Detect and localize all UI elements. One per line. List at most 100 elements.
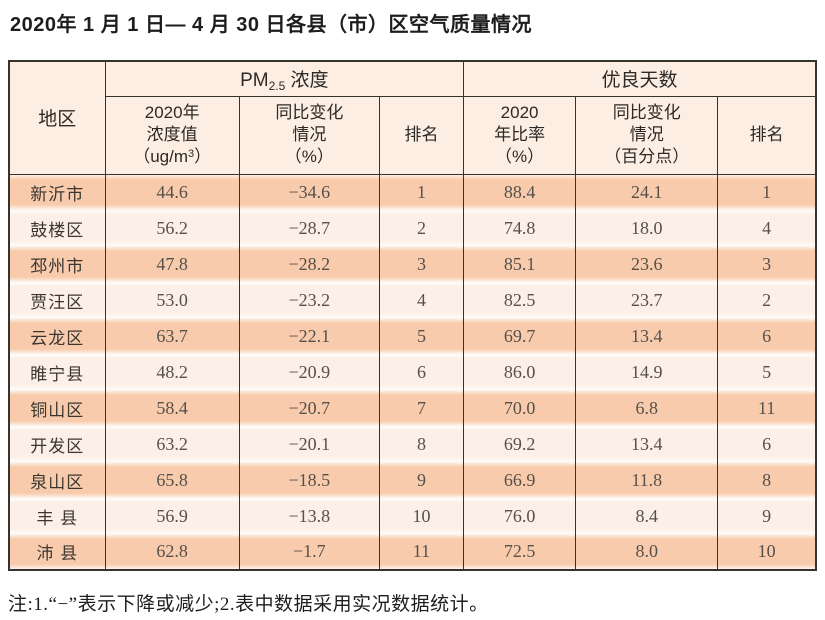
pm-unit-post: ）: [194, 147, 212, 167]
region-cell: 睢宁县: [8, 354, 106, 390]
good-ratio-cell: 66.9: [463, 462, 577, 498]
good-ratio-cell: 70.0: [463, 390, 577, 426]
page-title: 2020年 1 月 1 日— 4 月 30 日各县（市）区空气质量情况: [10, 14, 533, 36]
pm-rank-cell: 1: [378, 174, 465, 210]
region-cell: 丰 县: [8, 498, 106, 534]
table-row: 丰 县 56.9 −13.8 10 76.0 8.4 9: [8, 498, 817, 534]
region-cell: 泉山区: [8, 462, 106, 498]
pm-change-cell: −23.2: [238, 282, 380, 318]
pm-rank-cell: 5: [378, 318, 465, 354]
good-ratio-line2: 年比率: [494, 124, 546, 144]
good-change-line1: 同比变化: [612, 102, 681, 122]
table-row: 邳州市 47.8 −28.2 3 85.1 23.6 3: [8, 246, 817, 282]
good-change-line3: （百分点）: [604, 147, 690, 167]
pm-rank-cell: 7: [378, 390, 465, 426]
good-ratio-cell: 76.0: [463, 498, 577, 534]
region-cell: 铜山区: [8, 390, 106, 426]
pm-value-cell: 44.6: [104, 174, 240, 210]
col-group-good-days: 优良天数: [463, 61, 817, 97]
good-rank-cell: 3: [717, 246, 817, 282]
pm-change-cell: −28.2: [238, 246, 380, 282]
table-row: 新沂市 44.6 −34.6 1 88.4 24.1 1: [8, 174, 817, 210]
good-ratio-line1: 2020: [500, 102, 539, 122]
good-change-cell: 8.0: [575, 534, 719, 570]
good-ratio-cell: 82.5: [463, 282, 577, 318]
pm-value-cell: 63.2: [104, 426, 240, 462]
pm-unit-pre: （ug/m: [133, 147, 189, 167]
table-row: 铜山区 58.4 −20.7 7 70.0 6.8 11: [8, 390, 817, 426]
pm-change-cell: −1.7: [238, 534, 380, 570]
good-rank-cell: 4: [717, 210, 817, 246]
table-row: 睢宁县 48.2 −20.9 6 86.0 14.9 5: [8, 354, 817, 390]
header-row-columns: 2020年 浓度值 （ug/m3） 同比变化 情况 （%） 排名 2020 年比…: [9, 96, 817, 175]
header-row-groups: 地区 PM2.5 浓度 优良天数: [8, 61, 817, 175]
good-change-cell: 18.0: [575, 210, 719, 246]
table-row: 泉山区 65.8 −18.5 9 66.9 11.8 8: [8, 462, 817, 498]
good-rank-cell: 2: [717, 282, 817, 318]
pm-value-cell: 65.8: [104, 462, 240, 498]
pm-rank-cell: 3: [378, 246, 465, 282]
pm-value-cell: 56.9: [104, 498, 240, 534]
good-change-cell: 8.4: [575, 498, 719, 534]
good-ratio-cell: 74.8: [463, 210, 577, 246]
good-rank-cell: 6: [717, 426, 817, 462]
pm-value-line2: 浓度值: [146, 124, 198, 144]
pm-rank-cell: 6: [378, 354, 465, 390]
good-ratio-cell: 69.2: [463, 426, 577, 462]
pm-change-cell: −20.1: [238, 426, 380, 462]
good-rank-cell: 8: [717, 462, 817, 498]
good-rank-cell: 5: [717, 354, 817, 390]
pm-change-line2: 情况: [292, 124, 327, 144]
pm-label-subscript: 2.5: [268, 78, 286, 93]
good-ratio-cell: 69.7: [463, 318, 577, 354]
good-ratio-cell: 88.4: [463, 174, 577, 210]
pm-rank-cell: 2: [378, 210, 465, 246]
pm-value-line1: 2020年: [144, 102, 200, 122]
good-rank-cell: 6: [717, 318, 817, 354]
pm-value-cell: 62.8: [104, 534, 240, 570]
region-cell: 云龙区: [8, 318, 106, 354]
good-ratio-cell: 85.1: [463, 246, 577, 282]
col-header-pm-value: 2020年 浓度值 （ug/m3）: [104, 96, 240, 175]
table-row: 云龙区 63.7 −22.1 5 69.7 13.4 6: [8, 318, 817, 354]
good-rank-cell: 1: [717, 174, 817, 210]
region-cell: 开发区: [8, 426, 106, 462]
pm-change-cell: −34.6: [238, 174, 380, 210]
table-body: 新沂市 44.6 −34.6 1 88.4 24.1 1 鼓楼区 56.2 −2…: [8, 174, 817, 570]
air-quality-table: 地区 PM2.5 浓度 优良天数 2020年 浓度值 （ug/m3） 同比变化 …: [8, 60, 817, 571]
pm-value-cell: 63.7: [104, 318, 240, 354]
table-row: 开发区 63.2 −20.1 8 69.2 13.4 6: [8, 426, 817, 462]
table-row: 贾汪区 53.0 −23.2 4 82.5 23.7 2: [8, 282, 817, 318]
good-change-cell: 11.8: [575, 462, 719, 498]
pm-value-cell: 48.2: [104, 354, 240, 390]
pm-rank-cell: 10: [378, 498, 465, 534]
col-header-pm-rank: 排名: [378, 96, 465, 175]
pm-unit-sup: 3: [188, 148, 195, 161]
pm-rank-cell: 4: [378, 282, 465, 318]
good-rank-cell: 9: [717, 498, 817, 534]
pm-rank-cell: 9: [378, 462, 465, 498]
good-rank-cell: 10: [717, 534, 817, 570]
pm-value-unit: （ug/m3）: [106, 146, 238, 168]
region-cell: 贾汪区: [8, 282, 106, 318]
good-change-cell: 6.8: [575, 390, 719, 426]
pm-label-prefix: PM: [240, 69, 269, 91]
pm-change-line1: 同比变化: [275, 102, 344, 122]
col-group-pm25: PM2.5 浓度: [104, 61, 465, 97]
good-change-cell: 13.4: [575, 318, 719, 354]
pm-change-cell: −20.7: [238, 390, 380, 426]
pm-value-cell: 58.4: [104, 390, 240, 426]
good-change-cell: 14.9: [575, 354, 719, 390]
pm-change-cell: −28.7: [238, 210, 380, 246]
table-row: 鼓楼区 56.2 −28.7 2 74.8 18.0 4: [8, 210, 817, 246]
pm-value-cell: 47.8: [104, 246, 240, 282]
pm-value-cell: 56.2: [104, 210, 240, 246]
table-row: 沛 县 62.8 −1.7 11 72.5 8.0 10: [8, 534, 817, 570]
good-ratio-line3: （%）: [495, 147, 545, 167]
region-cell: 新沂市: [8, 174, 106, 210]
pm-change-cell: −22.1: [238, 318, 380, 354]
pm-rank-cell: 11: [378, 534, 465, 570]
col-header-good-rank: 排名: [717, 96, 817, 175]
col-header-good-ratio: 2020 年比率 （%）: [463, 96, 577, 175]
